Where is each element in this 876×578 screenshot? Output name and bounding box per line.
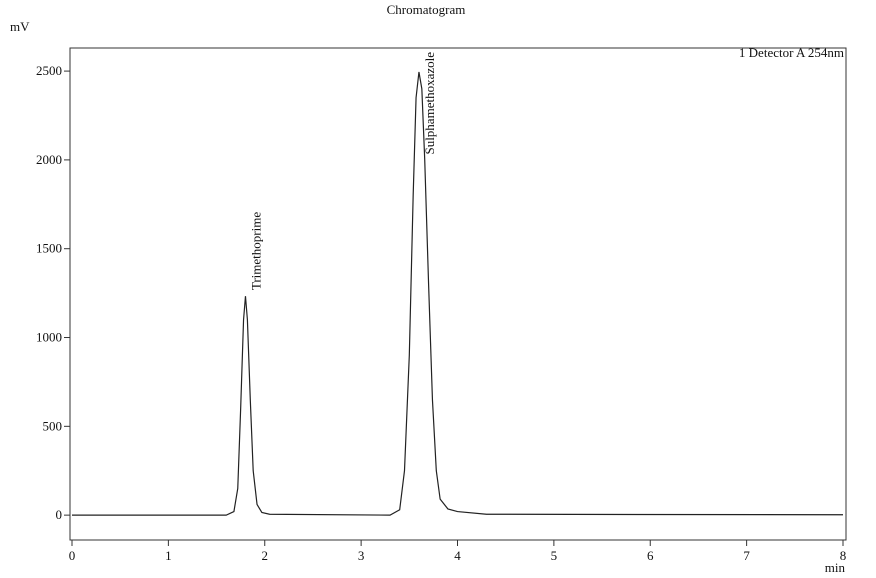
legend-entry: 1 Detector A 254nm: [739, 45, 844, 60]
trace: [72, 71, 844, 516]
y-axis-label: mV: [10, 19, 30, 34]
x-tick-label: 5: [551, 548, 558, 563]
peak-label: Sulphamethoxazole: [422, 52, 437, 155]
x-tick-label: 2: [262, 548, 269, 563]
chart-title: Chromatogram: [387, 2, 466, 17]
plot-frame: [69, 47, 847, 541]
x-tick-label: 8: [840, 548, 847, 563]
x-axis-label: min: [825, 560, 846, 575]
y-tick-label: 1000: [36, 330, 62, 345]
x-tick-label: 4: [454, 548, 461, 563]
peak-label: Trimethoprime: [248, 212, 263, 290]
x-tick-label: 1: [165, 548, 172, 563]
x-tick-label: 0: [69, 548, 76, 563]
y-tick-label: 500: [43, 418, 63, 433]
y-tick-label: 1500: [36, 241, 62, 256]
y-tick-label: 2500: [36, 63, 62, 78]
x-tick-label: 6: [647, 548, 654, 563]
y-tick-label: 2000: [36, 152, 62, 167]
x-tick-label: 3: [358, 548, 365, 563]
y-tick-label: 0: [56, 507, 63, 522]
x-tick-label: 7: [743, 548, 750, 563]
